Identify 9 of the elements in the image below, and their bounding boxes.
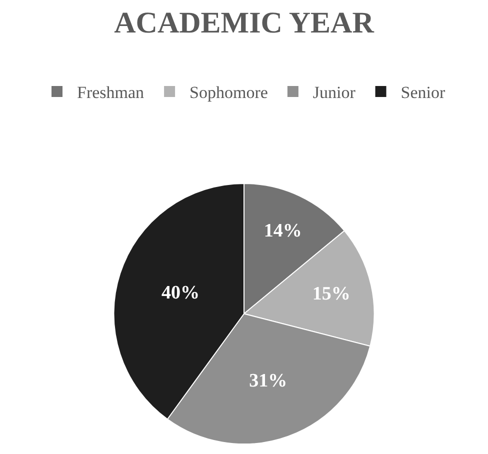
data-label: 15% — [312, 284, 350, 305]
data-label: 14% — [264, 220, 302, 242]
legend-label: Junior — [312, 83, 356, 102]
legend-label: Sophomore — [190, 83, 268, 102]
data-label: 31% — [249, 370, 288, 392]
chart-title: ACADEMIC YEAR — [114, 6, 374, 40]
legend-label: Freshman — [77, 83, 145, 102]
legend-label: Senior — [400, 83, 446, 102]
data-label: 40% — [162, 282, 200, 304]
